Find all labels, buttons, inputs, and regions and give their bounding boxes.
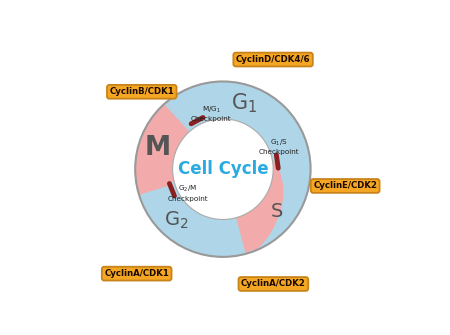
Polygon shape: [140, 129, 192, 199]
Text: CyclinA/CDK1: CyclinA/CDK1: [104, 269, 169, 278]
Polygon shape: [135, 102, 190, 195]
Text: CyclinD/CDK4/6: CyclinD/CDK4/6: [236, 55, 310, 64]
Text: Cell Cycle: Cell Cycle: [178, 160, 268, 178]
Text: M/G$_1$
Checkpoint: M/G$_1$ Checkpoint: [191, 105, 232, 122]
Polygon shape: [242, 169, 281, 251]
Polygon shape: [166, 81, 308, 156]
Polygon shape: [140, 185, 246, 257]
Polygon shape: [135, 104, 189, 190]
Text: S: S: [271, 202, 284, 221]
Text: G$_1$: G$_1$: [231, 92, 257, 115]
Circle shape: [173, 119, 273, 219]
Polygon shape: [169, 81, 308, 156]
Text: G$_2$/M
Checkpoint: G$_2$/M Checkpoint: [167, 184, 208, 202]
Polygon shape: [135, 100, 192, 196]
Polygon shape: [240, 168, 282, 252]
Text: G$_2$: G$_2$: [164, 210, 189, 231]
Text: G$_1$/S
Checkpoint: G$_1$/S Checkpoint: [259, 138, 300, 155]
Polygon shape: [135, 81, 310, 257]
Polygon shape: [236, 160, 284, 254]
Text: CyclinA/CDK2: CyclinA/CDK2: [241, 279, 306, 288]
Text: CyclinB/CDK1: CyclinB/CDK1: [109, 87, 174, 96]
Text: M: M: [144, 135, 170, 161]
Polygon shape: [155, 102, 190, 187]
Text: CyclinE/CDK2: CyclinE/CDK2: [313, 182, 377, 190]
